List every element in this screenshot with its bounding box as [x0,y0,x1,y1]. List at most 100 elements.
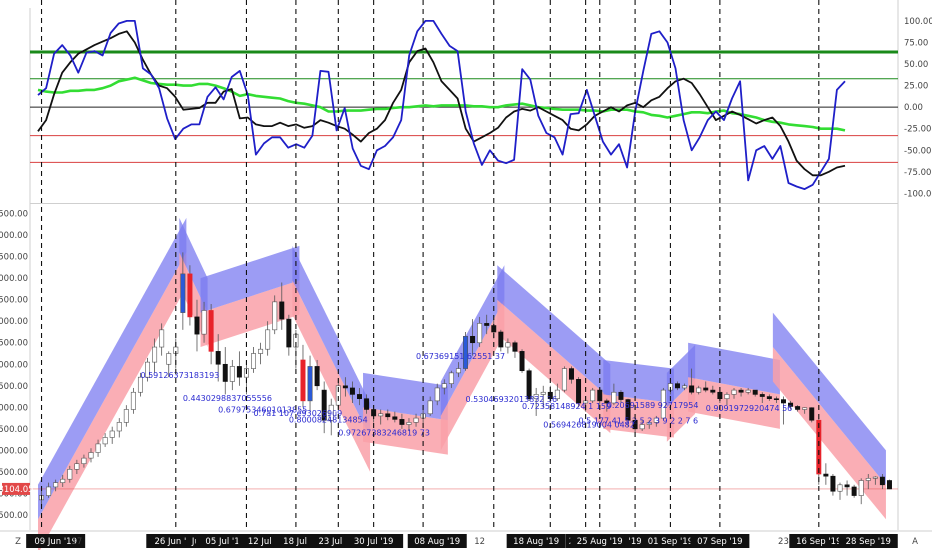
candle-body [830,475,836,492]
date-label: 28 Sep '19 [846,537,891,547]
candle-body [88,452,94,459]
candle-body [696,387,702,393]
oscillator-tick-label: 50.00 [904,60,928,70]
candle-body [540,391,546,395]
candle-body [844,484,850,488]
oscillator-series-line [37,30,846,177]
minor-date-label: 23 [778,537,789,547]
date-badge [344,534,404,548]
candle-body [307,366,313,402]
candle-body [611,391,617,404]
candle-body [886,480,892,490]
fib-annotation: 0.67369151 62551 37 [416,352,505,361]
upper-band [38,217,187,520]
date-label: 26 Jun '19 [154,537,197,547]
minor-date-label: 12 [474,537,485,547]
fib-annotation: 0.20691589 92717954 [607,401,699,410]
candle-body [604,400,610,404]
candle-body [625,399,631,421]
fib-annotation: 0.9091972920474 56 [706,404,793,413]
candle-body [618,391,624,400]
candle-body [385,413,391,418]
fib-annotation: 0.59126373183193 [140,371,219,380]
candle-body [738,389,744,393]
candle-body [816,419,822,475]
oscillator-tick-label: 25.00 [904,82,928,92]
lower-band [38,252,187,550]
price-tick-label: 8500.00 [0,468,28,478]
date-label: 25 Aug '19 [577,537,623,547]
candle-body [187,273,193,318]
candle-body [477,323,483,344]
price-tick-label: 7500.00 [0,511,28,521]
upper-band [688,342,780,395]
fib-annotation: 0.6797534601013855 [218,405,307,414]
candle-body [554,389,560,400]
candle-body [222,363,228,382]
candle-body [455,368,461,374]
candle-body [809,407,815,421]
candle-body [484,323,490,326]
date-label: '19 [629,537,642,547]
candle-body [837,484,843,492]
oscillator-tick-label: -75.00 [904,168,931,178]
upper-band [772,312,886,485]
fib-annotation: 0.7ā1 107 ĕ930269ū9 [254,409,343,418]
upper-band [363,372,448,421]
candle-body [780,399,786,404]
date-badge [26,534,86,548]
oscillator-tick-label: -25.00 [904,125,931,135]
oscillator-series-line [37,20,846,190]
date-badge [640,534,700,548]
candle-body [851,486,857,496]
candle-body [724,394,730,400]
last-price-label: 8104.05 [0,485,34,495]
candle-body [802,407,808,410]
candle-body [682,385,688,389]
price-tick-label: 14000.00 [0,231,28,241]
upper-band [200,245,300,313]
candle-body [759,394,765,397]
candle-body [660,389,666,419]
candle-body [137,376,143,393]
price-tick-label: 12500.00 [0,296,28,306]
time-axis-left-glyph: Z [15,537,21,547]
price-tick-label: 11500.00 [0,339,28,349]
price-panel: 14500.00 14000.00 13500.00 13000.00 12500.00… [0,210,898,550]
fib-annotation: 0.5 177 41 5 2 5 2 3 9 2 2 7 6 [579,417,699,426]
date-badge [789,534,849,548]
fib-annotation: 0.53046932013832 36 [466,395,558,404]
fib-annotation: 0.80008248134854 [289,415,368,424]
candle-body [46,486,52,496]
candle-body [130,391,136,410]
candle-body [427,400,433,415]
candle-body [145,361,151,378]
candle-body [349,387,355,395]
date-label: 07 Sep '19 [697,537,742,547]
candle-body [399,419,405,425]
candle-body [236,366,242,378]
price-tick-label: 13000.00 [0,274,28,284]
candle-body [858,480,864,496]
candle-body [823,473,829,477]
candle-body [788,402,794,407]
oscillator-tick-label: -50.00 [904,146,931,156]
candle-body [590,389,596,402]
candle-body [229,366,235,382]
lower-band [772,347,886,520]
price-tick-label: 14500.00 [0,210,28,220]
candle-body [265,329,271,350]
candle-body [710,389,716,393]
lower-band [497,299,611,434]
fib-annotation: 0.97267383246819 73 [338,428,430,437]
candle-body [314,366,320,387]
candle-body [406,422,412,425]
candle-body [279,301,285,320]
candle-body [208,310,214,352]
date-label: 09 Jun '19 [34,537,77,547]
price-tick-label: 9000.00 [0,446,28,456]
minor-date-label: 17 [71,537,82,547]
